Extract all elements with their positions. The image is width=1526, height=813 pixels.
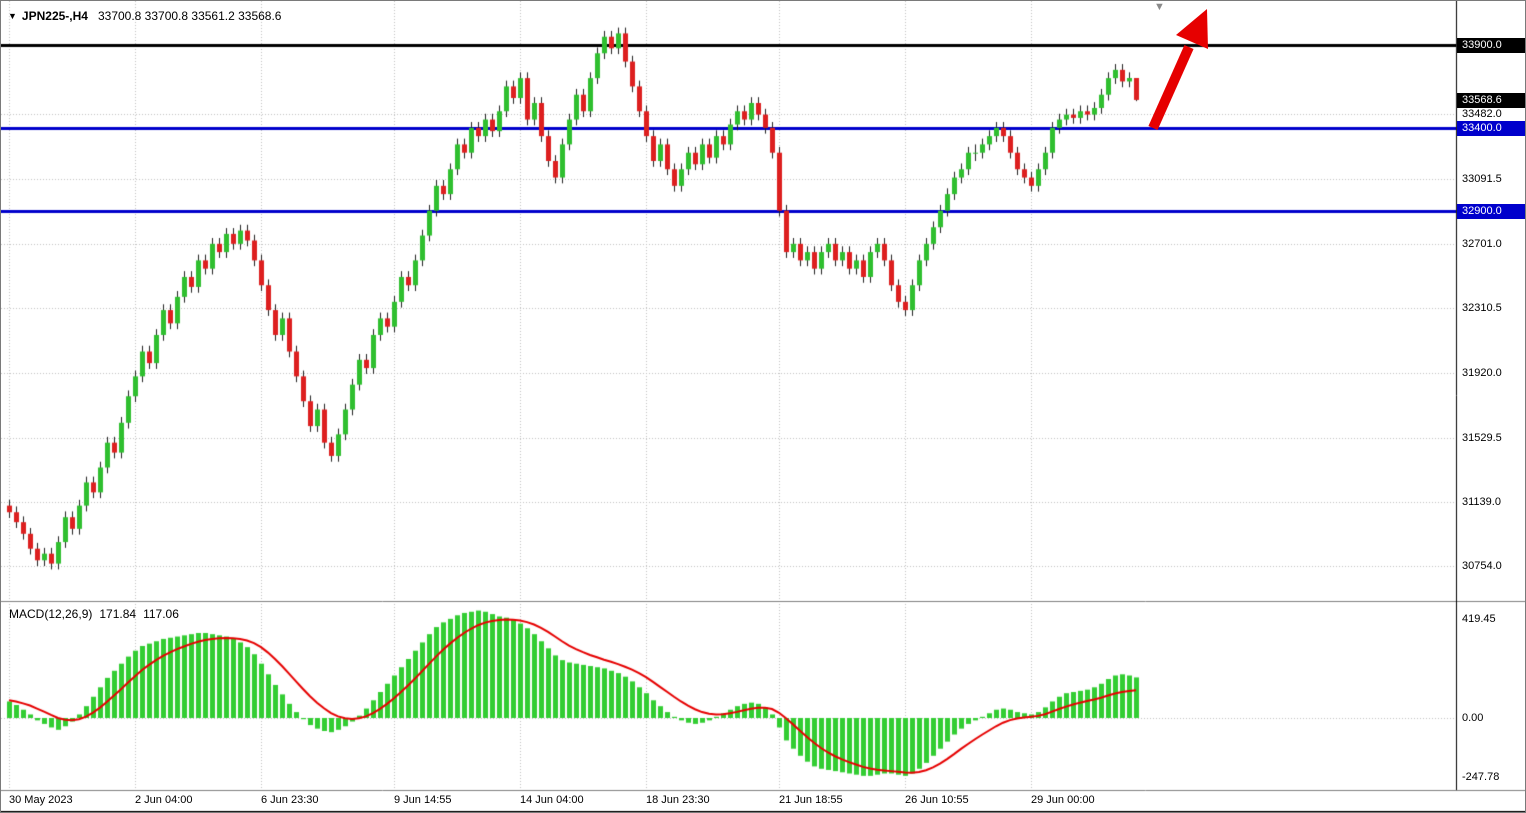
time-axis-label: 21 Jun 18:55 (779, 794, 843, 806)
macd-indicator-label: MACD(12,26,9) 171.84 117.06 (9, 607, 186, 621)
price-axis-label: 30754.0 (1462, 560, 1502, 572)
price-axis-label: 32900.0 (1457, 204, 1525, 219)
macd-label-text: MACD(12,26,9) (9, 607, 93, 621)
price-axis-label: 33091.5 (1462, 173, 1502, 185)
time-axis[interactable]: 30 May 2023 2 Jun 04:00 6 Jun 23:30 9 Jun 1… (1, 791, 1525, 811)
time-axis-label: 9 Jun 14:55 (394, 794, 452, 806)
time-axis-label: 14 Jun 04:00 (520, 794, 584, 806)
macd-axis-label: -247.78 (1462, 771, 1500, 783)
price-axis-label: 31139.0 (1462, 496, 1501, 508)
macd-axis-label: 419.45 (1462, 613, 1496, 625)
time-axis-label: 18 Jun 23:30 (646, 794, 710, 806)
time-axis-label: 29 Jun 00:00 (1031, 794, 1095, 806)
price-axis-label: 33900.0 (1457, 38, 1525, 53)
price-axis-label: 33568.6 (1457, 93, 1525, 108)
symbol-title: JPN225-,H4 (21, 9, 88, 23)
time-axis-label: 2 Jun 04:00 (135, 794, 193, 806)
time-axis-label: 6 Jun 23:30 (261, 794, 319, 806)
chart-header: ▼ JPN225-,H4 33700.8 33700.8 33561.2 33568… (8, 9, 281, 23)
price-axis-label: 31920.0 (1462, 367, 1502, 379)
macd-current-value: 171.84 (99, 607, 137, 621)
price-axis-label: 33482.0 (1462, 108, 1502, 120)
price-axis-label: 31529.5 (1462, 432, 1502, 444)
price-axis-label: 32701.0 (1462, 238, 1502, 250)
symbol-dropdown-icon[interactable]: ▼ (8, 11, 17, 21)
price-axis[interactable]: 33900.0 33568.6 33482.0 33400.0 33091.5 32900… (1457, 1, 1525, 790)
time-axis-label: 30 May 2023 (9, 794, 73, 806)
price-axis-label: 33400.0 (1457, 121, 1525, 136)
time-axis-label: 26 Jun 10:55 (905, 794, 969, 806)
price-axis-label: 32310.5 (1462, 302, 1502, 314)
macd-signal-current-value: 117.06 (143, 607, 179, 621)
macd-axis-label: 0.00 (1462, 712, 1484, 724)
series-end-marker-icon: ▼ (1154, 1, 1165, 13)
header-ohlc-values: 33700.8 33700.8 33561.2 33568.6 (97, 9, 282, 23)
